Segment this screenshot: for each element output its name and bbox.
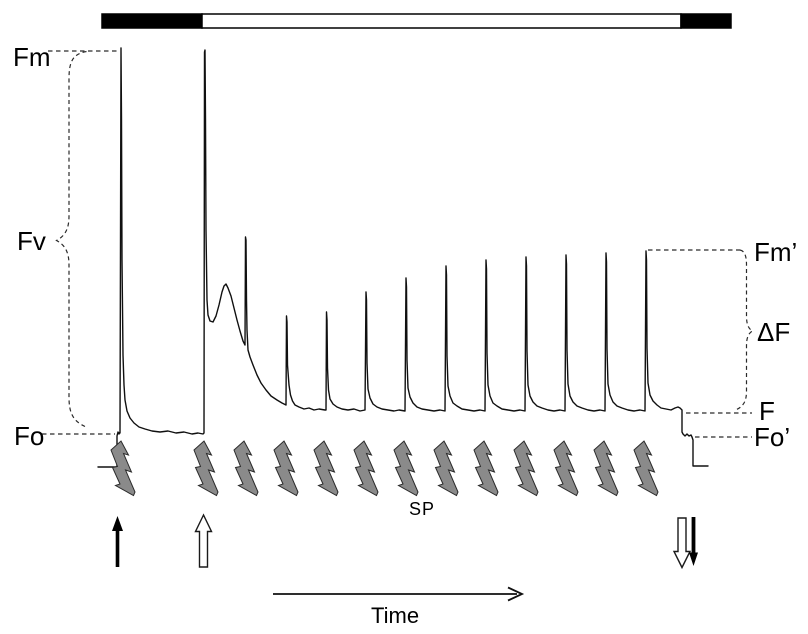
lightning-bolt-icon [233, 440, 259, 496]
lightning-bolt-icon [513, 440, 539, 496]
lightning-bolt-icon [633, 440, 659, 496]
f-label: F [759, 396, 775, 426]
measuring-light-off-arrow-icon [689, 517, 698, 566]
fv-label: Fv [17, 226, 46, 256]
measuring-light-on-arrow-icon [112, 516, 123, 567]
fo-prime-label: Fo’ [754, 422, 790, 452]
time-axis-arrowhead-icon [507, 586, 525, 602]
fv-brace [55, 50, 87, 428]
lightning-bolt-icon [433, 440, 459, 496]
lightning-bolt-icon [473, 440, 499, 496]
sp-label: SP [409, 499, 435, 519]
actinic-light-off-arrow-icon [672, 517, 692, 570]
delta-f-label: ΔF [757, 317, 790, 347]
dark-period-segment [680, 13, 732, 29]
fm-prime-label: Fm’ [754, 237, 797, 267]
lightning-bolt-icon [553, 440, 579, 496]
lightning-bolt-icon [193, 440, 219, 496]
lightning-bolt-icon [313, 440, 339, 496]
fm-label: Fm [13, 42, 51, 72]
dark-period-segment [101, 13, 203, 29]
delta-f-brace [735, 249, 754, 411]
lightning-bolt-icon [353, 440, 379, 496]
fluorescence-trace [97, 47, 709, 468]
actinic-light-on-arrow-icon [194, 513, 213, 568]
fo-label: Fo [14, 421, 44, 451]
light-period-segment [201, 13, 682, 29]
light-protocol-bar [101, 13, 732, 29]
lightning-bolt-icon [393, 440, 419, 496]
lightning-bolt-icon [110, 440, 136, 496]
lightning-bolt-icon [593, 440, 619, 496]
lightning-bolt-icon [273, 440, 299, 496]
saturation-pulse-row [110, 440, 659, 496]
time-label: Time [371, 603, 419, 628]
